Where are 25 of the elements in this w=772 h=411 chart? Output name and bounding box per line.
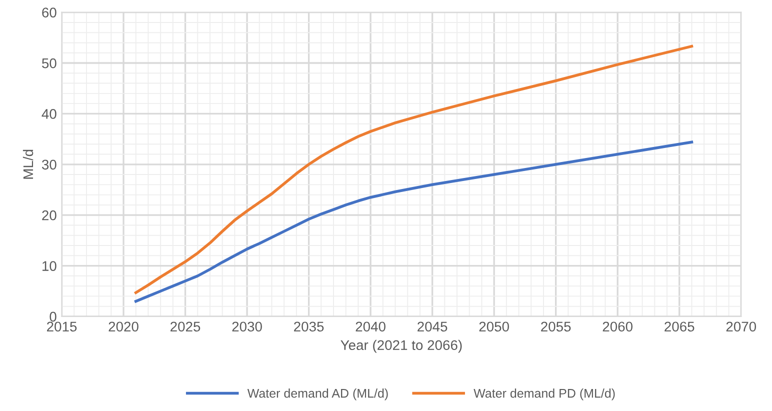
- x-tick-label: 2030: [232, 322, 262, 332]
- x-tick-label: 2015: [47, 322, 77, 332]
- y-axis-title: ML/d: [22, 150, 34, 179]
- x-tick-label: 2055: [541, 322, 571, 332]
- line-series: [134, 140, 694, 303]
- x-tick-label: 2020: [108, 322, 138, 332]
- y-tick-label: 0: [50, 312, 56, 322]
- y-tick-label: 60: [42, 8, 56, 18]
- x-tick-label: 2065: [664, 322, 694, 332]
- legend-label: Water demand AD (ML/d): [247, 388, 388, 400]
- x-tick-label: 2050: [479, 322, 509, 332]
- y-tick-label: 20: [42, 210, 56, 220]
- line-series: [134, 44, 694, 294]
- legend-label: Water demand PD (ML/d): [474, 388, 615, 400]
- x-axis-title: Year (2021 to 2066): [340, 340, 462, 353]
- y-tick-label: 10: [42, 261, 56, 271]
- x-tick-label: 2060: [602, 322, 633, 332]
- x-tick-label: 2070: [726, 322, 756, 332]
- x-tick-label: 2045: [418, 322, 448, 332]
- y-tick-label: 30: [42, 160, 56, 170]
- x-tick-label: 2040: [356, 322, 386, 332]
- x-tick-label: 2035: [294, 322, 324, 332]
- x-tick-label: 2025: [170, 322, 200, 332]
- y-tick-label: 40: [42, 109, 56, 119]
- y-tick-label: 50: [42, 58, 56, 68]
